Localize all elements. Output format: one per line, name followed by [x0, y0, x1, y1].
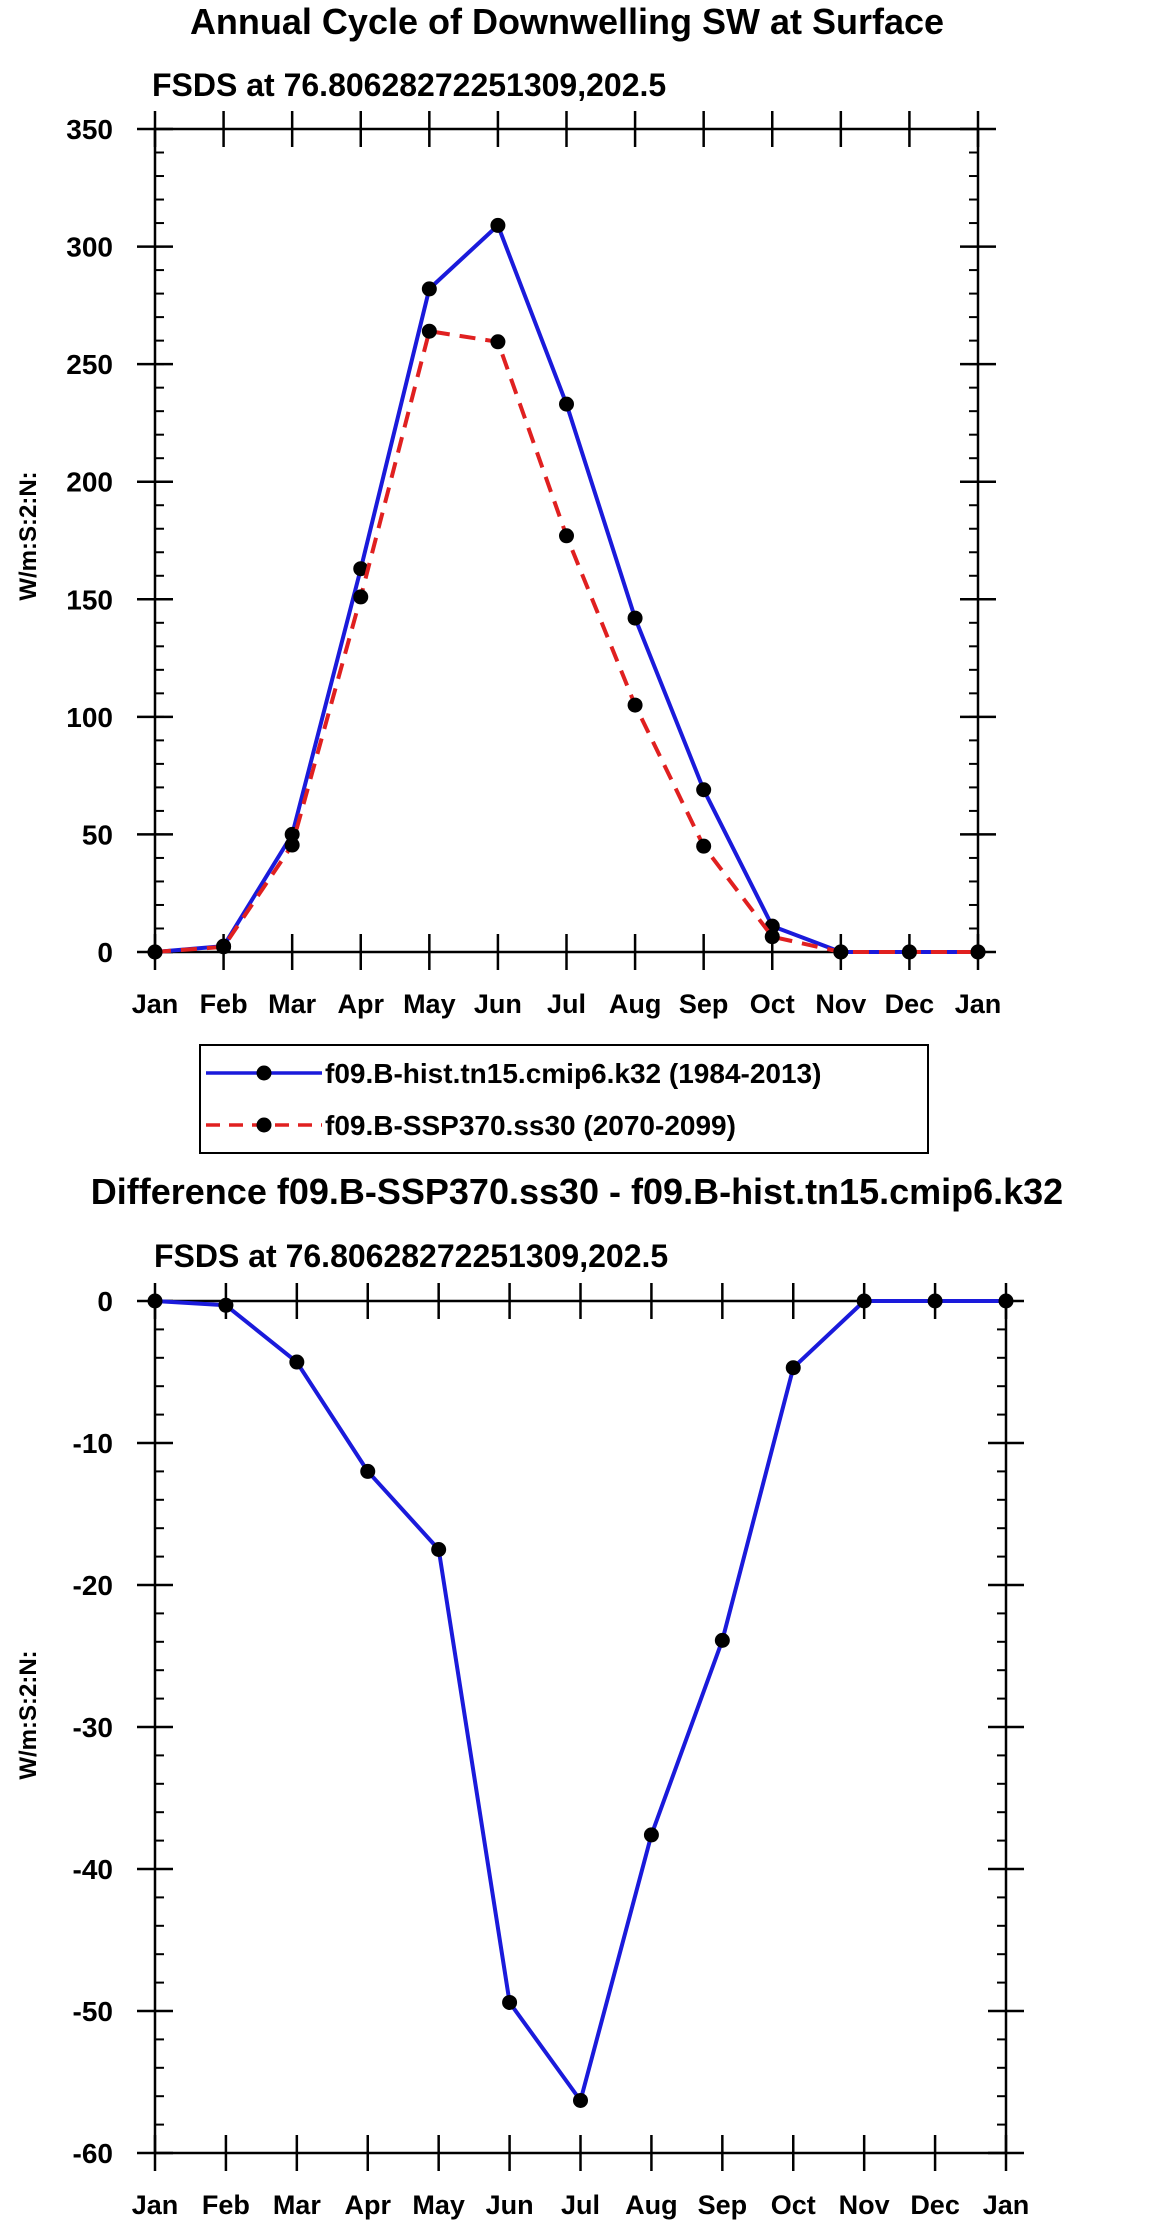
annual-cycle-chart: Annual Cycle of Downwelling SW at Surfac…	[15, 1, 1001, 1019]
chart1-legend: f09.B-hist.tn15.cmip6.k32 (1984-2013) f0…	[199, 1044, 929, 1154]
chart1-subtitle: FSDS at 76.80628272251309,202.5	[152, 67, 666, 103]
chart2-xtick-label: Sep	[698, 2190, 748, 2220]
chart2-xtick-label: Aug	[625, 2190, 677, 2220]
chart2-ytick-label: 0	[97, 1286, 113, 1317]
chart1-series-0-point	[353, 561, 369, 577]
chart1-series-1-point	[696, 838, 712, 854]
chart2-series-0-point	[431, 1542, 447, 1557]
chart1-series-1-point	[833, 944, 849, 960]
chart2-ytick-label: -50	[73, 1996, 113, 2027]
chart2-tick-labels: 0 -10 -20 -30 -40 -50 -60 Jan Feb Mar Apr May Jun Jul…	[73, 1286, 1030, 2220]
chart1-series-1-point	[970, 944, 986, 960]
chart2-series-0-point	[856, 1293, 872, 1309]
legend-box	[199, 1044, 929, 1154]
chart2-series-0-point	[785, 1360, 801, 1376]
chart1-ytick-label: 300	[66, 232, 113, 263]
chart2-ytick-label: -40	[73, 1854, 113, 1885]
chart2-series-0-point	[502, 1994, 518, 2010]
chart2-xtick-label: Jun	[486, 2190, 534, 2220]
chart2-ytick-label: -30	[73, 1712, 113, 1743]
chart2-ytick-label: -10	[73, 1428, 113, 1459]
chart2-xtick-label: Jan	[132, 2190, 179, 2220]
chart2-ytick-label: -20	[73, 1570, 113, 1601]
chart1-ylabel: W/m:S:2:N:	[15, 471, 42, 600]
chart1-ytick-label: 100	[66, 702, 113, 733]
legend-marker-hist	[256, 1065, 272, 1081]
chart1-series-0-point	[559, 396, 574, 412]
chart2-xtick-label: Apr	[345, 2190, 392, 2220]
chart1-ytick-label: 250	[66, 349, 113, 380]
chart2-title: Difference f09.B-SSP370.ss30 - f09.B-his…	[91, 1171, 1063, 1212]
chart1-xtick-label: Jun	[474, 989, 522, 1019]
chart2-xtick-label: Oct	[771, 2190, 816, 2220]
chart1-xtick-label: Nov	[815, 989, 866, 1019]
chart2-series-group	[147, 1293, 1014, 2108]
chart2-series-0-point	[218, 1297, 234, 1313]
chart1-series-1-point	[901, 944, 917, 960]
chart2-subtitle: FSDS at 76.80628272251309,202.5	[154, 1238, 668, 1274]
chart1-ytick-label: 150	[66, 584, 113, 615]
chart1-xtick-label: Aug	[609, 989, 661, 1019]
chart1-ytick-label: 50	[82, 819, 113, 850]
chart2-series-0-point	[714, 1632, 730, 1648]
chart1-xtick-label: Apr	[338, 989, 385, 1019]
chart1-series-line-0	[154, 223, 978, 954]
chart1-title: Annual Cycle of Downwelling SW at Surfac…	[190, 1, 944, 42]
chart2-series-0-point	[573, 2092, 588, 2108]
chart1-xtick-label: Oct	[750, 989, 795, 1019]
chart1-series-0-point	[284, 826, 300, 842]
chart2-series-0-point	[147, 1293, 163, 1309]
chart1-ytick-label: 200	[66, 467, 113, 498]
chart1-series-group	[147, 217, 986, 960]
chart1-series-1-point	[216, 939, 232, 955]
chart1-xtick-label: Sep	[679, 989, 729, 1019]
legend-marker-ssp	[256, 1117, 272, 1133]
chart1-xtick-label: Dec	[885, 989, 935, 1019]
chart1-series-1-point	[559, 528, 574, 544]
chart1-series-1-point	[490, 334, 506, 350]
chart1-series-1-point	[627, 697, 643, 713]
chart2-series-0-point	[289, 1354, 305, 1370]
chart2-xtick-label: Feb	[202, 2190, 250, 2220]
chart2-series-0-point	[643, 1827, 659, 1843]
chart2-xtick-label: Jul	[561, 2190, 600, 2220]
legend-label-hist: f09.B-hist.tn15.cmip6.k32 (1984-2013)	[325, 1058, 821, 1089]
chart1-xtick-label: Feb	[200, 989, 248, 1019]
chart2-xtick-label: Nov	[839, 2190, 890, 2220]
chart2-ytick-label: -60	[73, 2138, 113, 2169]
chart2-axes	[137, 1283, 1024, 2171]
chart1-xtick-label: Jan	[955, 989, 1002, 1019]
difference-chart: Difference f09.B-SSP370.ss30 - f09.B-his…	[15, 1171, 1063, 2220]
chart1-series-0-point	[490, 217, 506, 233]
chart2-xtick-label: Jan	[983, 2190, 1030, 2220]
chart2-series-0-point	[360, 1463, 376, 1479]
chart2-series-0-point	[927, 1293, 943, 1309]
chart2-ylabel: W/m:S:2:N:	[15, 1650, 42, 1779]
chart1-xtick-label: Jul	[547, 989, 586, 1019]
chart1-xtick-label: May	[403, 989, 456, 1019]
chart1-series-0-point	[696, 782, 712, 798]
chart2-xtick-label: Mar	[273, 2190, 322, 2220]
chart2-xtick-label: May	[412, 2190, 465, 2220]
chart1-series-1-point	[353, 589, 369, 605]
chart1-series-0-point	[421, 281, 437, 297]
chart2-series-line-0	[154, 1299, 1006, 2103]
chart1-series-1-point	[764, 929, 780, 945]
legend-label-ssp: f09.B-SSP370.ss30 (2070-2099)	[325, 1110, 736, 1141]
chart1-ytick-label: 350	[66, 114, 113, 145]
chart2-frame	[153, 1299, 1008, 2155]
chart2-series-0-point	[998, 1293, 1014, 1309]
chart1-ytick-label: 0	[97, 937, 113, 968]
chart1-xtick-label: Mar	[268, 989, 317, 1019]
chart1-xtick-label: Jan	[132, 989, 179, 1019]
chart2-xtick-label: Dec	[910, 2190, 960, 2220]
chart1-series-1-point	[147, 944, 163, 960]
chart1-series-1-point	[284, 837, 300, 853]
chart1-series-0-point	[627, 610, 643, 626]
chart1-series-1-point	[421, 323, 437, 339]
chart1-tick-labels: 0 50 100 150 200 250 300 350 Jan Feb Mar Apr May Jun J…	[66, 114, 1001, 1019]
